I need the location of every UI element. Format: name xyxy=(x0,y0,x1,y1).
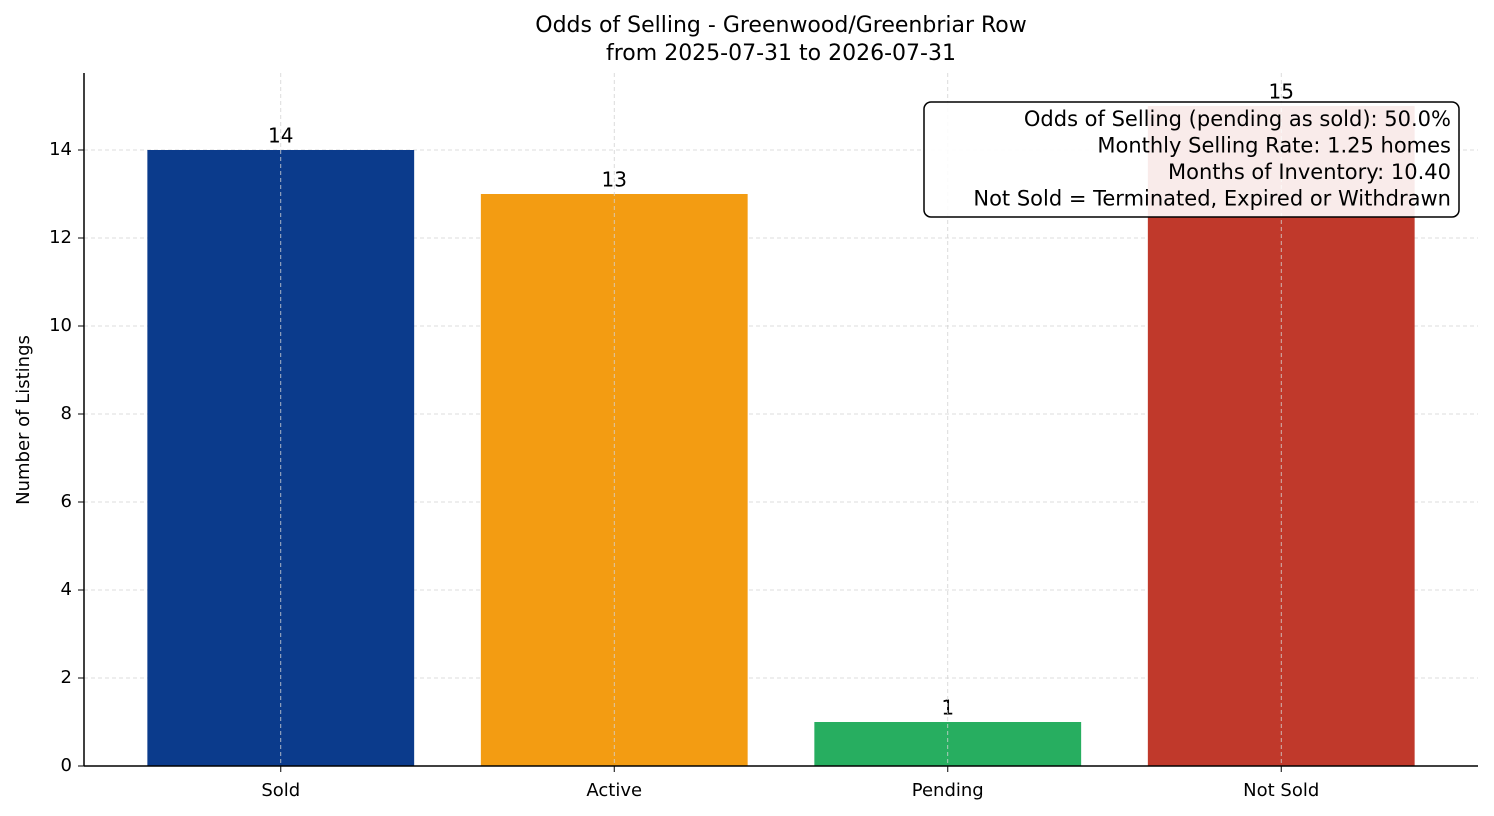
y-tick-label: 8 xyxy=(61,403,72,424)
y-tick-label: 10 xyxy=(49,315,72,336)
annotation-line: Monthly Selling Rate: 1.25 homes xyxy=(1097,134,1451,158)
y-tick-label: 14 xyxy=(49,139,72,160)
x-tick-label: Not Sold xyxy=(1243,780,1319,801)
chart-title: Odds of Selling - Greenwood/Greenbriar R… xyxy=(535,13,1027,38)
y-tick-label: 6 xyxy=(61,491,72,512)
x-tick-label: Active xyxy=(586,780,642,801)
bar xyxy=(814,722,1082,766)
y-tick-label: 0 xyxy=(61,755,72,776)
value-label: 1 xyxy=(941,696,954,720)
chart-subtitle: from 2025-07-31 to 2026-07-31 xyxy=(606,41,956,66)
y-tick-label: 12 xyxy=(49,227,72,248)
y-axis-label: Number of Listings xyxy=(13,335,34,505)
annotation-line: Odds of Selling (pending as sold): 50.0% xyxy=(1024,107,1451,131)
y-tick-label: 2 xyxy=(61,667,72,688)
x-tick-label: Sold xyxy=(261,780,300,801)
annotation-line: Not Sold = Terminated, Expired or Withdr… xyxy=(973,187,1451,211)
x-tick-label: Pending xyxy=(912,780,984,801)
annotation-box xyxy=(923,101,1460,218)
annotation-line: Months of Inventory: 10.40 xyxy=(1168,160,1451,184)
y-tick-label: 4 xyxy=(61,579,72,600)
